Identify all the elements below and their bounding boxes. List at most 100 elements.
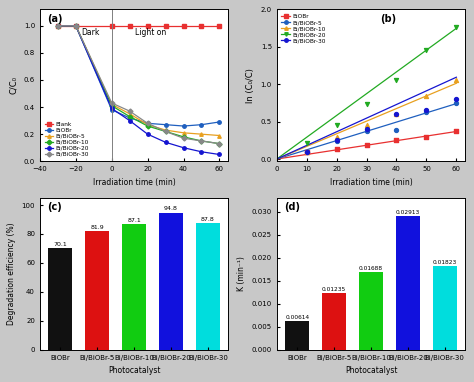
- BiOBr: [55, 23, 61, 28]
- Bi/BiOBr-10: [109, 104, 115, 108]
- Text: (a): (a): [47, 14, 63, 24]
- BiOBr: [73, 23, 79, 28]
- Text: Dark: Dark: [81, 28, 100, 37]
- Bi/BiOBr-5: [181, 131, 186, 135]
- Point: [333, 134, 340, 140]
- BiOBr: [145, 121, 150, 126]
- Line: Bi/BiOBr-20: Bi/BiOBr-20: [56, 24, 221, 156]
- Text: 0.01688: 0.01688: [359, 266, 383, 271]
- Text: 0.02913: 0.02913: [396, 210, 420, 215]
- Line: Bi/BiOBr-10: Bi/BiOBr-10: [56, 24, 221, 146]
- Bi/BiOBr-20: [181, 146, 186, 150]
- Text: 87.1: 87.1: [127, 217, 141, 223]
- Bi/BiOBr-5: [73, 23, 79, 28]
- Bar: [159, 212, 183, 350]
- Blank: [217, 23, 222, 28]
- Bi/BiOBr-20: [55, 23, 61, 28]
- Bi/BiOBr-30: [55, 23, 61, 28]
- Text: (d): (d): [284, 202, 301, 212]
- Bi/BiOBr-20: [127, 118, 133, 123]
- Point: [392, 111, 400, 117]
- X-axis label: Photocatalyst: Photocatalyst: [108, 366, 160, 375]
- Blank: [199, 23, 204, 28]
- Line: Bi/BiOBr-5: Bi/BiOBr-5: [56, 24, 221, 137]
- Point: [453, 96, 460, 102]
- Bi/BiOBr-30: [127, 109, 133, 113]
- Bi/BiOBr-5: [199, 132, 204, 136]
- Point: [303, 149, 310, 155]
- Text: (b): (b): [381, 14, 397, 24]
- Bi/BiOBr-20: [73, 23, 79, 28]
- Blank: [127, 23, 133, 28]
- Bi/BiOBr-30: [73, 23, 79, 28]
- Bi/BiOBr-20: [163, 140, 168, 145]
- Bar: [285, 321, 310, 350]
- Line: Blank: Blank: [56, 24, 221, 28]
- Bi/BiOBr-10: [199, 139, 204, 143]
- Point: [423, 47, 430, 53]
- Bi/BiOBr-30: [145, 121, 150, 126]
- Blank: [55, 23, 61, 28]
- Bi/BiOBr-10: [73, 23, 79, 28]
- Point: [363, 126, 370, 132]
- Bi/BiOBr-10: [163, 129, 168, 134]
- Bi/BiOBr-20: [199, 149, 204, 154]
- BiOBr: [163, 122, 168, 127]
- Point: [303, 149, 310, 155]
- Bi/BiOBr-5: [217, 133, 222, 138]
- Legend: Blank, BiOBr, Bi/BiOBr-5, Bi/BiOBr-10, Bi/BiOBr-20, Bi/BiOBr-30: Blank, BiOBr, Bi/BiOBr-5, Bi/BiOBr-10, B…: [43, 120, 90, 159]
- Line: BiOBr: BiOBr: [56, 24, 221, 128]
- Bar: [322, 293, 346, 350]
- Point: [453, 128, 460, 134]
- BiOBr: [127, 116, 133, 120]
- BiOBr: [109, 107, 115, 112]
- Bi/BiOBr-30: [181, 136, 186, 141]
- Point: [333, 137, 340, 143]
- Point: [453, 78, 460, 84]
- Bi/BiOBr-20: [145, 132, 150, 136]
- Text: 87.8: 87.8: [201, 217, 215, 222]
- Y-axis label: K (min⁻¹): K (min⁻¹): [237, 256, 246, 291]
- Y-axis label: Degradation efficiency (%): Degradation efficiency (%): [7, 222, 16, 325]
- Line: Bi/BiOBr-30: Bi/BiOBr-30: [56, 24, 221, 146]
- Bi/BiOBr-30: [217, 141, 222, 146]
- Point: [333, 138, 340, 144]
- Bar: [359, 272, 383, 350]
- Point: [363, 121, 370, 128]
- Blank: [73, 23, 79, 28]
- Point: [363, 128, 370, 134]
- Legend: BiOBr, Bi/BiOBr-5, Bi/BiOBr-10, Bi/BiOBr-20, Bi/BiOBr-30: BiOBr, Bi/BiOBr-5, Bi/BiOBr-10, Bi/BiOBr…: [280, 12, 327, 45]
- Blank: [163, 23, 168, 28]
- Bi/BiOBr-10: [55, 23, 61, 28]
- Bar: [433, 266, 457, 350]
- X-axis label: Photocatalyst: Photocatalyst: [345, 366, 397, 375]
- Point: [392, 78, 400, 84]
- Bi/BiOBr-10: [127, 114, 133, 119]
- Point: [392, 127, 400, 133]
- Y-axis label: C/C₀: C/C₀: [9, 76, 18, 94]
- Bi/BiOBr-10: [181, 134, 186, 139]
- Bi/BiOBr-30: [199, 139, 204, 143]
- X-axis label: Irradiation time (min): Irradiation time (min): [329, 178, 412, 187]
- Bi/BiOBr-10: [217, 141, 222, 146]
- Point: [303, 139, 310, 146]
- Blank: [181, 23, 186, 28]
- Bi/BiOBr-30: [109, 101, 115, 105]
- Point: [423, 107, 430, 113]
- Text: 81.9: 81.9: [91, 225, 104, 230]
- Point: [392, 111, 400, 117]
- Point: [453, 24, 460, 31]
- Point: [423, 134, 430, 140]
- Text: 0.01823: 0.01823: [433, 260, 457, 265]
- Bi/BiOBr-5: [163, 128, 168, 133]
- Point: [333, 146, 340, 152]
- Blank: [145, 23, 150, 28]
- Point: [333, 122, 340, 128]
- Bar: [396, 215, 420, 350]
- Bi/BiOBr-30: [163, 129, 168, 134]
- Bar: [48, 248, 73, 350]
- Bar: [85, 231, 109, 350]
- Point: [453, 100, 460, 106]
- BiOBr: [181, 124, 186, 128]
- Blank: [109, 23, 115, 28]
